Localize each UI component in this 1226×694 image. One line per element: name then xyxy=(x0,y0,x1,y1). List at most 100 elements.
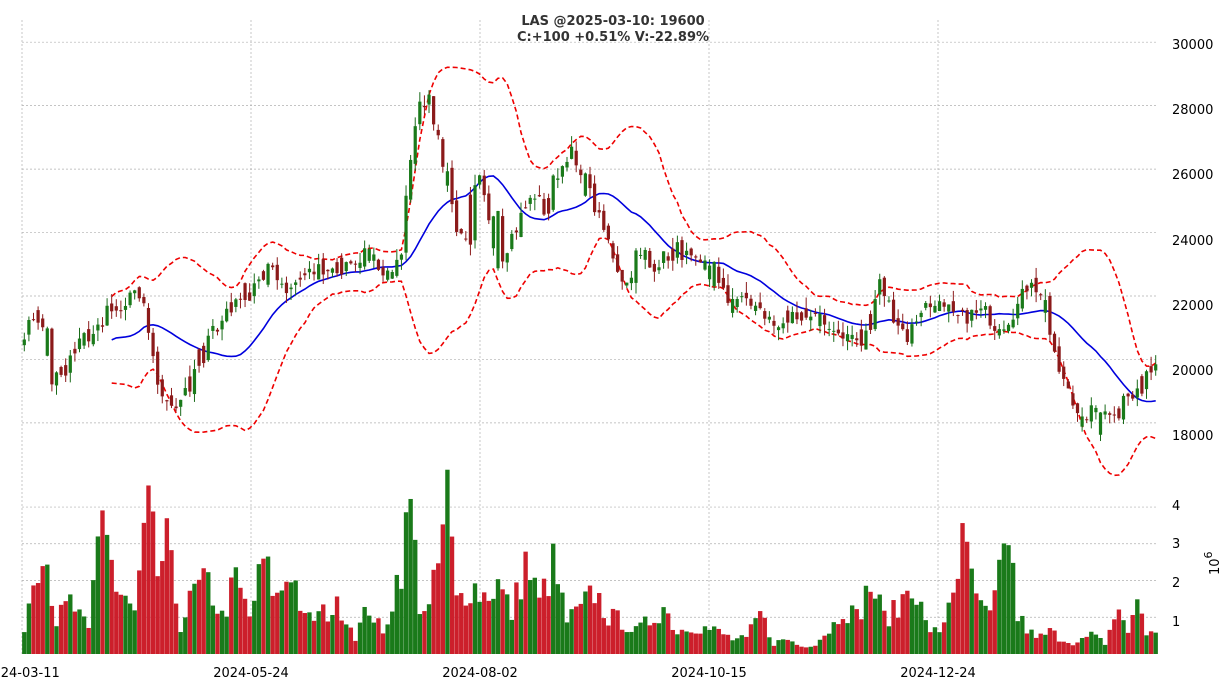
volume-bar xyxy=(914,604,919,654)
volume-bar xyxy=(362,606,367,654)
volume-bar xyxy=(1121,620,1126,654)
chart-title-line1: LAS @2025-03-10: 19600 xyxy=(521,14,704,29)
date-axis: 2024-03-11 2024-05-24 2024-08-02 2024-10… xyxy=(0,666,976,681)
candle-body xyxy=(882,277,886,297)
volume-exponent: 6 xyxy=(1202,551,1215,558)
volume-bar xyxy=(293,580,298,654)
candle-body xyxy=(183,388,187,396)
candle-body xyxy=(740,296,744,298)
volume-bar xyxy=(482,592,487,654)
date-tick-label: 2024-05-24 xyxy=(213,666,289,681)
candle-body xyxy=(137,287,141,299)
candle-body xyxy=(427,94,431,105)
volume-bar xyxy=(1056,641,1062,654)
candle-body xyxy=(781,323,785,329)
candle-body xyxy=(1075,403,1080,414)
candle-body xyxy=(836,329,840,334)
volume-bar xyxy=(785,639,790,654)
candle-body xyxy=(772,320,776,326)
candle-body xyxy=(64,365,68,376)
volume-bar xyxy=(1089,631,1094,654)
candle-body xyxy=(537,195,542,197)
volume-bar xyxy=(104,534,110,654)
candle-body xyxy=(671,248,675,261)
candle-body xyxy=(312,271,316,275)
candle-body xyxy=(1002,329,1006,331)
candle-body xyxy=(432,96,436,125)
candle-body xyxy=(979,308,983,311)
candle-body xyxy=(694,256,698,258)
candle-body xyxy=(390,272,394,279)
volume-bar xyxy=(1148,631,1154,654)
volume-bar xyxy=(334,596,340,654)
volume-bar xyxy=(987,610,993,654)
candle-body xyxy=(579,169,583,176)
volume-bar xyxy=(946,602,951,654)
candle-body xyxy=(652,263,656,272)
volume-bar xyxy=(1066,642,1071,654)
candle-body xyxy=(482,175,486,196)
price-tick-label: 26000 xyxy=(1172,168,1213,183)
candle-body xyxy=(381,267,385,276)
volume-bar xyxy=(964,541,970,654)
candle-body xyxy=(753,305,758,311)
candle-body xyxy=(574,150,578,166)
candle-body xyxy=(689,248,693,256)
candle-body xyxy=(606,225,611,240)
volume-bar xyxy=(849,605,855,654)
candle-body xyxy=(197,349,201,366)
candle-body xyxy=(73,348,77,354)
candle-body xyxy=(399,254,404,260)
candle-body xyxy=(795,312,799,320)
date-tick-label: 2024-10-15 xyxy=(671,666,747,681)
candle-body xyxy=(220,320,224,330)
candle-body xyxy=(776,327,781,331)
candle-body xyxy=(496,210,500,269)
volume-bar xyxy=(909,598,915,654)
candle-body xyxy=(914,321,919,323)
candle-body xyxy=(937,301,942,312)
upper-band-line xyxy=(111,66,1157,368)
volume-bar xyxy=(183,617,188,654)
date-tick-label: 2024-08-02 xyxy=(442,666,518,681)
candle-body xyxy=(422,106,427,108)
candle-body xyxy=(31,319,36,321)
candle-body xyxy=(1034,277,1038,293)
volume-bar xyxy=(597,593,602,654)
volume-bar xyxy=(1061,641,1066,654)
volume-bar xyxy=(725,634,731,654)
volume-bar xyxy=(1135,599,1140,654)
volume-bar xyxy=(348,627,354,654)
volume-bar xyxy=(941,622,947,654)
candle-body xyxy=(441,139,445,167)
candle-body xyxy=(864,330,868,350)
volume-bar xyxy=(1116,609,1122,654)
candle-body xyxy=(597,210,601,213)
candle-body xyxy=(763,311,767,319)
volume-bar xyxy=(261,558,266,654)
candle-body xyxy=(326,269,330,272)
candle-body xyxy=(413,126,417,164)
volume-bar xyxy=(859,619,864,654)
volume-bar xyxy=(390,611,395,654)
candle-body xyxy=(556,178,560,180)
volume-bar xyxy=(592,603,597,654)
candle-body xyxy=(459,229,463,234)
volume-bar xyxy=(215,613,220,654)
candle-body xyxy=(1011,319,1015,328)
candle-body xyxy=(970,309,974,321)
volume-axis: 1 2 3 4 106 xyxy=(1172,499,1223,630)
volume-bar xyxy=(1015,621,1020,654)
candle-body xyxy=(510,233,514,250)
volume-bar xyxy=(624,632,629,654)
volume-bar xyxy=(863,585,869,654)
volume-bar xyxy=(445,469,450,654)
candle-body xyxy=(721,277,725,288)
candle-body xyxy=(119,310,123,312)
volume-bar xyxy=(100,510,105,654)
candle-body xyxy=(335,262,339,274)
candle-body xyxy=(473,185,477,241)
volume-bar xyxy=(670,629,675,654)
price-tick-label: 22000 xyxy=(1172,299,1213,314)
